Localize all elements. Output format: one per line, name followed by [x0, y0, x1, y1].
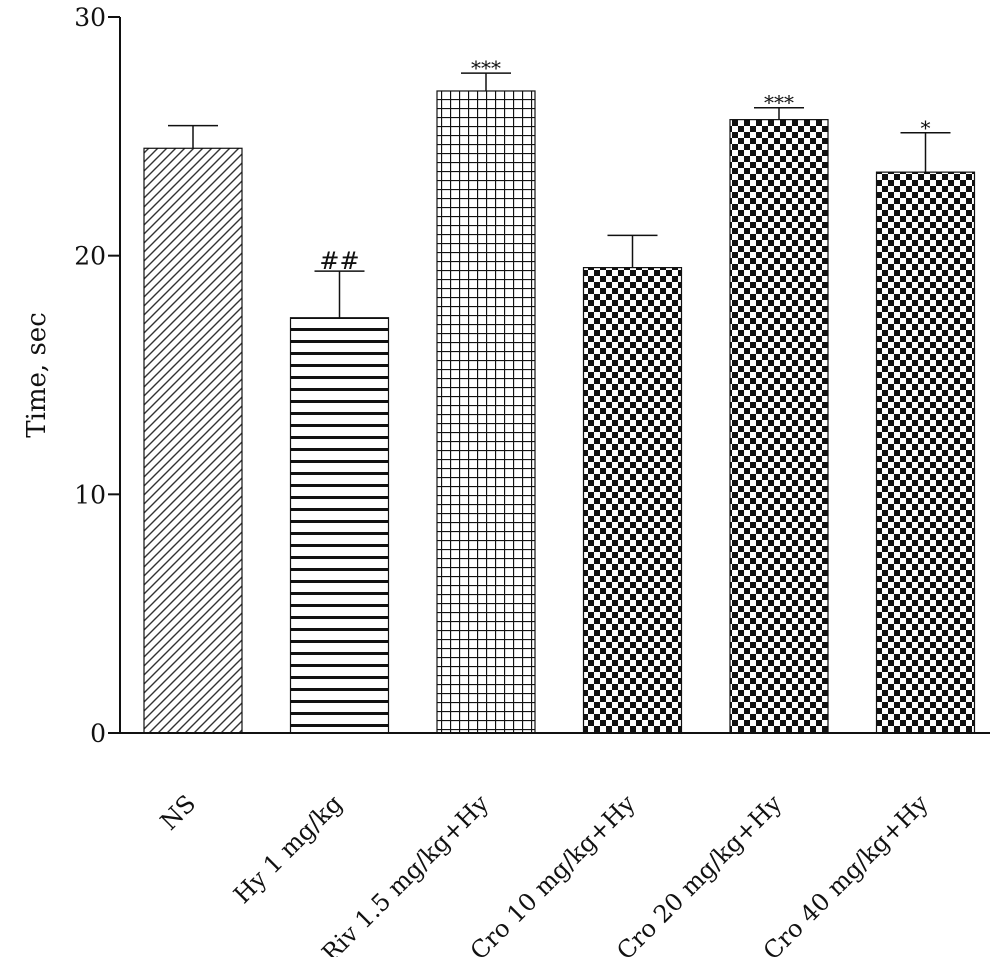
y-tick-label: 0 — [90, 719, 106, 748]
x-tick-label: Cro 10 mg/kg+Hy — [465, 789, 641, 957]
bar — [289, 317, 390, 734]
x-tick-label: Cro 40 mg/kg+Hy — [758, 789, 934, 957]
bar — [143, 147, 243, 734]
y-tick-label: 20 — [74, 242, 106, 271]
y-axis: 0 10 20 30 — [74, 3, 121, 748]
bar — [582, 267, 683, 734]
bar-group: *** — [729, 91, 829, 734]
x-tick-label: Riv 1.5 mg/kg+Hy — [316, 789, 494, 957]
bar — [729, 119, 829, 734]
y-axis-title: Time, sec — [22, 312, 52, 438]
y-tick-label: 10 — [74, 480, 106, 509]
significance-label: *** — [471, 56, 501, 80]
significance-label: * — [921, 116, 931, 140]
bar-group: *** — [436, 56, 536, 734]
bar — [436, 90, 536, 734]
x-tick-label: Cro 20 mg/kg+Hy — [611, 789, 787, 957]
y-tick-label: 30 — [74, 3, 106, 32]
bars: ##******* — [143, 56, 976, 734]
x-tick-label: Hy 1 mg/kg — [228, 789, 348, 909]
x-tick-label: NS — [155, 789, 201, 835]
bar-group: ## — [289, 247, 390, 734]
bar-group: * — [875, 116, 976, 734]
significance-label: *** — [764, 91, 794, 115]
bar-group — [582, 234, 683, 734]
bar-group — [143, 124, 243, 734]
bar — [875, 171, 976, 734]
significance-label: ## — [319, 247, 359, 275]
